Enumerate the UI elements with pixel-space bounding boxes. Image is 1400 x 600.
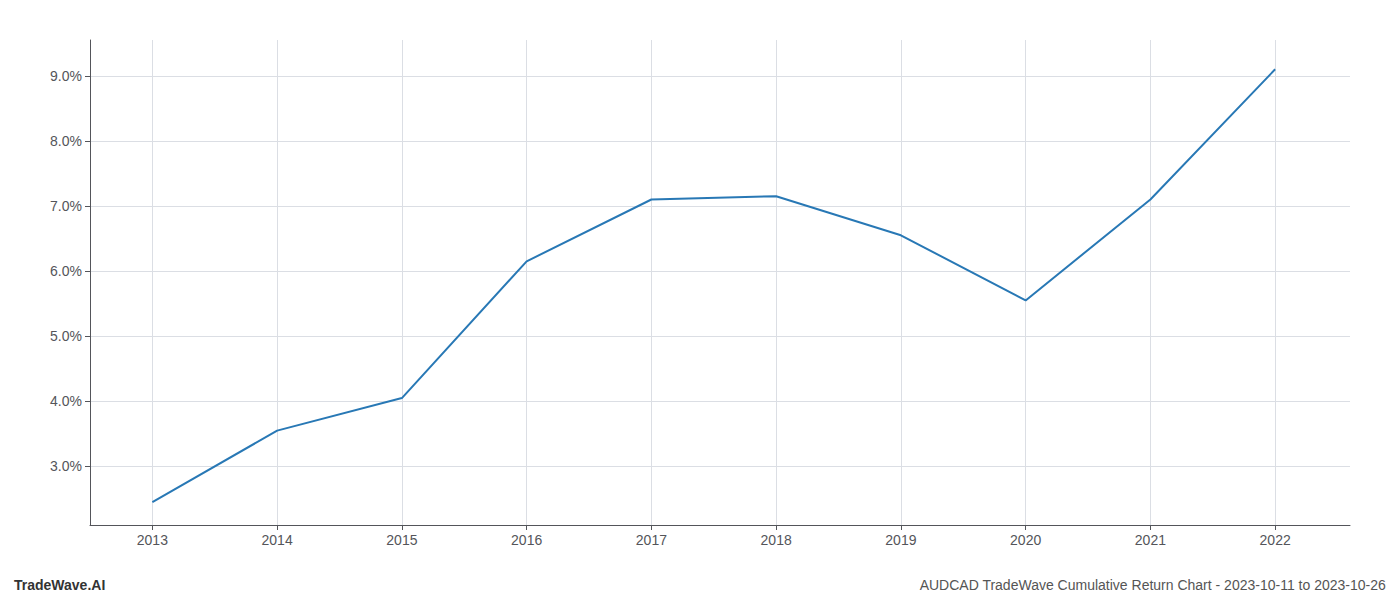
svg-text:2016: 2016 (511, 532, 542, 548)
svg-text:2014: 2014 (262, 532, 293, 548)
svg-text:7.0%: 7.0% (50, 198, 82, 214)
svg-text:2018: 2018 (761, 532, 792, 548)
svg-text:2015: 2015 (386, 532, 417, 548)
svg-text:6.0%: 6.0% (50, 263, 82, 279)
svg-text:2021: 2021 (1135, 532, 1166, 548)
svg-text:2020: 2020 (1010, 532, 1041, 548)
svg-text:AUDCAD TradeWave Cumulative Re: AUDCAD TradeWave Cumulative Return Chart… (920, 577, 1386, 593)
svg-text:TradeWave.AI: TradeWave.AI (14, 577, 105, 593)
svg-text:3.0%: 3.0% (50, 458, 82, 474)
svg-text:8.0%: 8.0% (50, 133, 82, 149)
svg-text:2017: 2017 (636, 532, 667, 548)
svg-text:4.0%: 4.0% (50, 393, 82, 409)
svg-text:9.0%: 9.0% (50, 68, 82, 84)
svg-text:2013: 2013 (137, 532, 168, 548)
svg-text:5.0%: 5.0% (50, 328, 82, 344)
svg-text:2022: 2022 (1260, 532, 1291, 548)
svg-text:2019: 2019 (885, 532, 916, 548)
